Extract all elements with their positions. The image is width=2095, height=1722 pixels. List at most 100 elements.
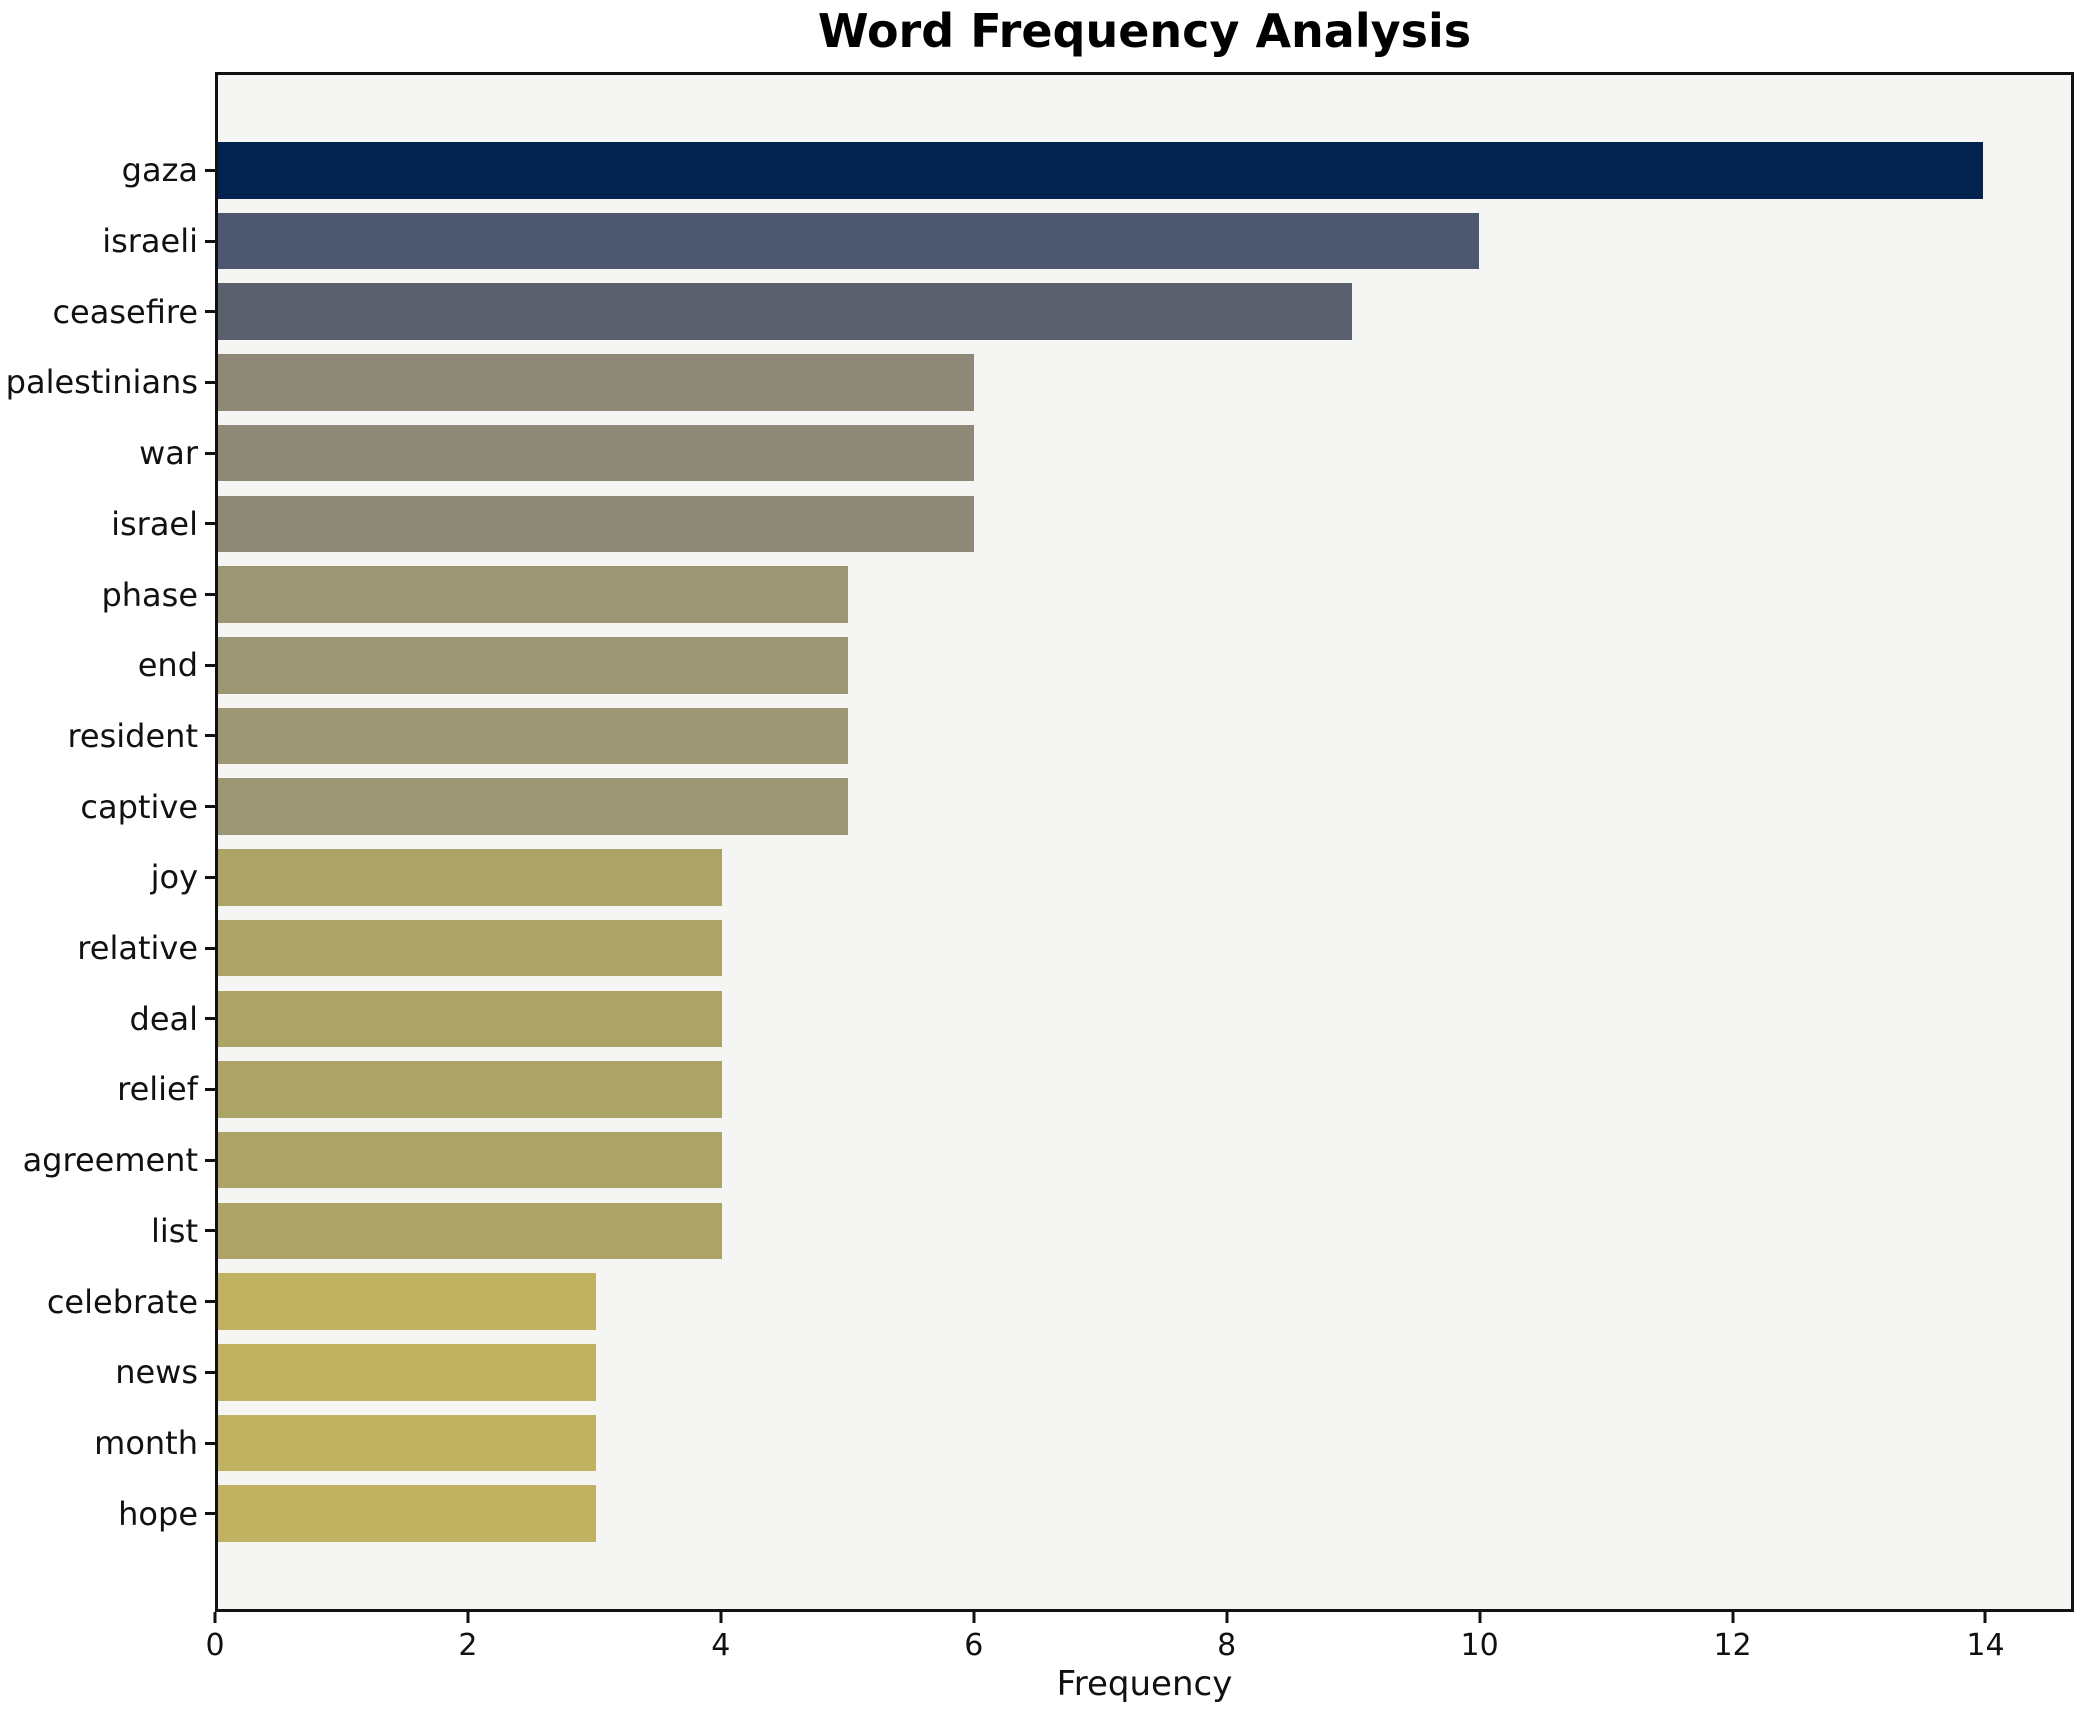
bar-war xyxy=(218,424,975,482)
y-tick-mark xyxy=(205,380,215,384)
y-tick-mark xyxy=(205,1229,215,1233)
y-tick-row: israel xyxy=(0,489,215,560)
y-tick-mark xyxy=(205,1017,215,1021)
bar-relative xyxy=(218,919,723,977)
x-tick-label: 8 xyxy=(1217,1628,1237,1663)
y-tick-row: celebrate xyxy=(0,1266,215,1337)
y-tick-label: war xyxy=(139,434,198,473)
y-tick-label: resident xyxy=(67,716,198,755)
y-tick-row: relative xyxy=(0,913,215,984)
bar-palestinians xyxy=(218,354,975,411)
x-tick-mark xyxy=(1478,1612,1482,1623)
bar-resident xyxy=(218,707,849,765)
y-tick-mark xyxy=(205,663,215,667)
y-tick-mark xyxy=(205,1300,215,1304)
x-tick-label: 6 xyxy=(964,1628,984,1663)
bar-row xyxy=(218,1196,2071,1267)
y-tick-label: palestinians xyxy=(5,363,198,402)
bar-phase xyxy=(218,566,849,623)
bar-row xyxy=(218,489,2071,560)
y-tick-row: deal xyxy=(0,983,215,1054)
y-tick-row: phase xyxy=(0,559,215,630)
x-tick-label: 0 xyxy=(205,1628,225,1663)
bar-row xyxy=(218,630,2071,701)
y-tick-row: israeli xyxy=(0,206,215,277)
y-tick-mark xyxy=(205,1441,215,1445)
y-tick-row: resident xyxy=(0,701,215,772)
y-tick-row: hope xyxy=(0,1478,215,1549)
x-tick-mark xyxy=(1731,1612,1735,1623)
y-tick-mark xyxy=(205,1370,215,1374)
y-tick-row: month xyxy=(0,1408,215,1479)
y-tick-label: relative xyxy=(77,929,198,968)
bar-ceasefire xyxy=(218,283,1353,341)
y-tick-mark xyxy=(205,239,215,243)
y-tick-row: end xyxy=(0,630,215,701)
bar-row xyxy=(218,206,2071,277)
x-axis: 0 2 4 6 8 10 12 14 xyxy=(205,1612,2074,1682)
x-axis-title: Frequency xyxy=(1056,1664,1233,1704)
bar-hope xyxy=(218,1485,597,1542)
bar-row xyxy=(218,983,2071,1054)
bar-row xyxy=(218,1478,2071,1549)
y-tick-row: list xyxy=(0,1196,215,1267)
bar-deal xyxy=(218,990,723,1048)
y-tick-row: palestinians xyxy=(0,347,215,418)
bar-row xyxy=(218,913,2071,984)
y-tick-label: phase xyxy=(101,575,198,614)
x-tick-label: 10 xyxy=(1460,1628,1499,1663)
y-tick-label: month xyxy=(94,1424,198,1462)
bar-row xyxy=(218,771,2071,842)
bar-relief xyxy=(218,1061,723,1118)
y-tick-label: end xyxy=(137,646,198,685)
y-tick-row: ceasefire xyxy=(0,276,215,347)
y-tick-mark xyxy=(205,168,215,172)
y-tick-mark xyxy=(205,946,215,950)
y-tick-mark xyxy=(205,734,215,738)
x-tick-mark xyxy=(213,1612,217,1623)
y-tick-label: hope xyxy=(118,1494,198,1533)
y-tick-label: agreement xyxy=(22,1141,198,1180)
x-tick-label: 12 xyxy=(1713,1628,1752,1663)
y-tick-mark xyxy=(205,593,215,597)
x-tick-label: 2 xyxy=(458,1628,478,1663)
bar-row xyxy=(218,347,2071,418)
x-tick-label: 4 xyxy=(711,1628,731,1663)
y-tick-label: ceasefire xyxy=(52,292,198,331)
y-tick-mark xyxy=(205,1512,215,1516)
chart-title: Word Frequency Analysis xyxy=(817,4,1472,58)
y-tick-label: news xyxy=(115,1353,198,1392)
x-tick-mark xyxy=(1225,1612,1229,1623)
y-tick-label: israel xyxy=(111,504,198,543)
y-tick-mark xyxy=(205,1087,215,1091)
bar-row xyxy=(218,701,2071,772)
bar-celebrate xyxy=(218,1273,597,1330)
x-tick-mark xyxy=(1983,1612,1987,1623)
y-tick-row: joy xyxy=(0,842,215,913)
y-tick-row: relief xyxy=(0,1054,215,1125)
y-tick-label: captive xyxy=(80,787,198,826)
x-tick-mark xyxy=(466,1612,470,1623)
bar-row xyxy=(218,1337,2071,1408)
bar-gaza xyxy=(218,142,1983,199)
x-tick-mark xyxy=(719,1612,723,1623)
x-tick-mark xyxy=(972,1612,976,1623)
bars-container xyxy=(218,75,2071,1609)
bar-joy xyxy=(218,849,723,906)
y-tick-mark xyxy=(205,522,215,526)
y-tick-row: captive xyxy=(0,771,215,842)
y-tick-label: celebrate xyxy=(46,1282,198,1321)
y-tick-mark xyxy=(205,805,215,809)
y-tick-row: war xyxy=(0,418,215,489)
y-tick-mark xyxy=(205,875,215,879)
y-tick-label: joy xyxy=(150,858,198,897)
bar-row xyxy=(218,418,2071,489)
bar-agreement xyxy=(218,1131,723,1189)
y-tick-mark xyxy=(205,1158,215,1162)
bar-row xyxy=(218,1125,2071,1196)
y-tick-row: agreement xyxy=(0,1125,215,1196)
y-tick-mark xyxy=(205,451,215,455)
bar-row xyxy=(218,276,2071,347)
bar-row xyxy=(218,559,2071,630)
